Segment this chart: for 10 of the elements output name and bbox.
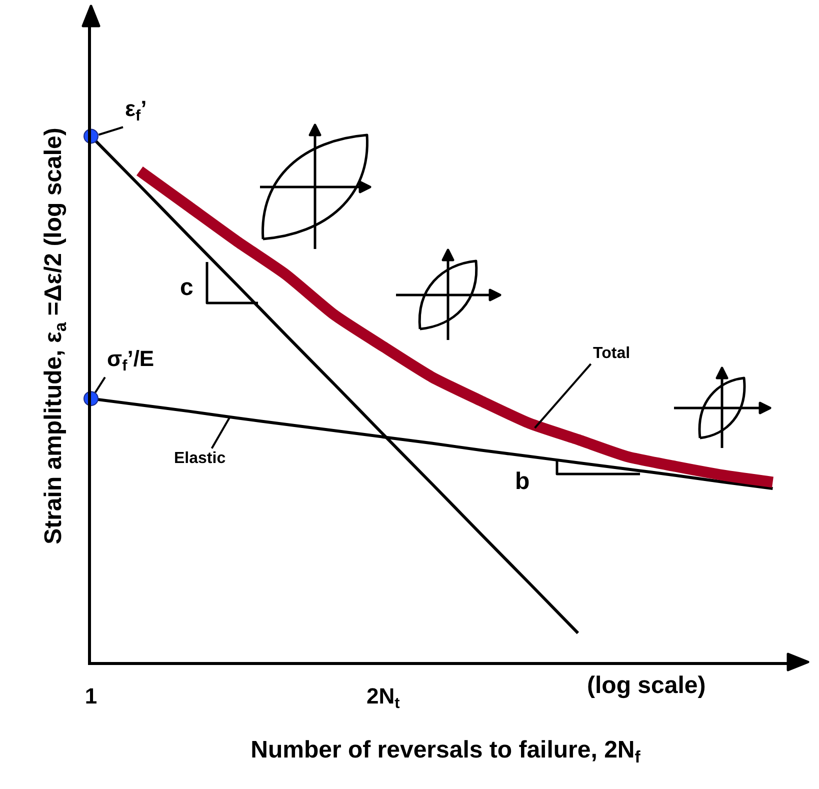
text: (log scale)	[587, 672, 706, 699]
x-tick-label: 1	[84, 683, 98, 708]
annotation: c	[180, 274, 194, 301]
annotation: Total	[593, 345, 630, 362]
x-tick-label: 2N$_{t}$	[366, 683, 400, 712]
annotation: σ$_{f}$’/E	[107, 346, 154, 375]
x-axis-title: Number of reversals to failure, 2N$_{f}$	[250, 736, 641, 766]
annotation: Elastic	[174, 450, 226, 467]
annotation: b	[515, 468, 530, 495]
text: ε$_{f}$’	[125, 96, 147, 125]
